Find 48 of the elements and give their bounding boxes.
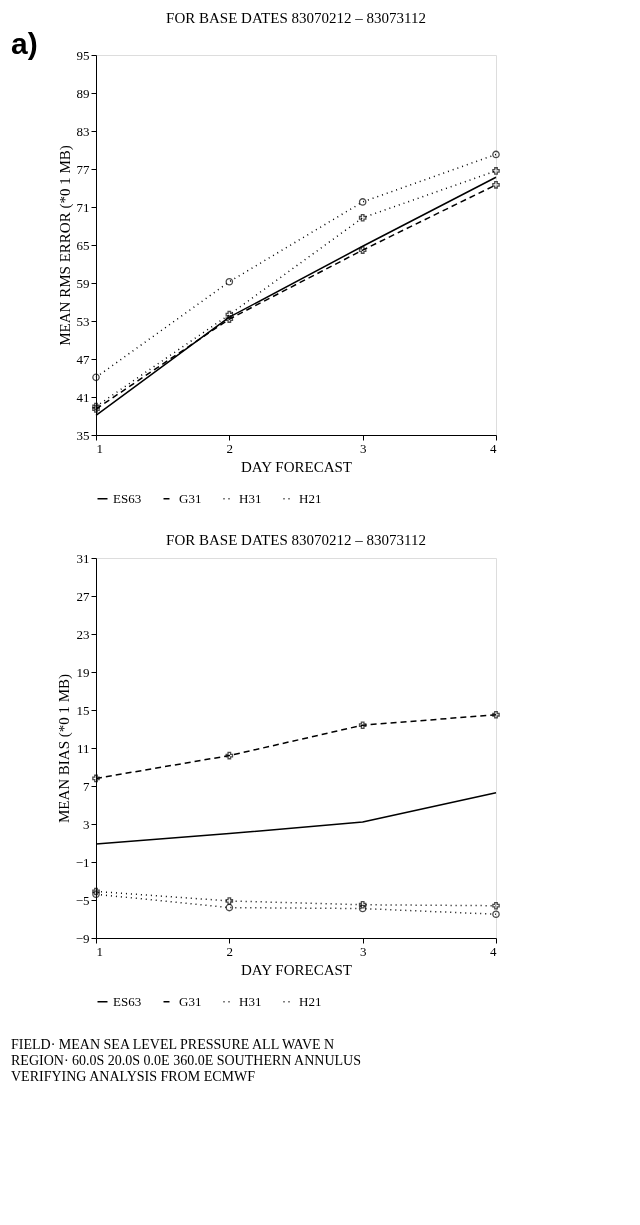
legend-label: G31 — [179, 993, 202, 1009]
y-tick-label: 41 — [76, 389, 90, 405]
y-tick-label: 83 — [76, 123, 90, 139]
x-tick-label: 1 — [96, 943, 103, 959]
y-tick-label: 77 — [76, 161, 90, 177]
x-tick-label: 2 — [226, 943, 234, 959]
y-tick-label: 23 — [76, 626, 90, 642]
text: FIELD· MEAN SEA LEVEL PRESSURE ALL WAVE N — [11, 1037, 335, 1052]
x-tick-label: 2 — [226, 440, 234, 456]
x-tick-label: 3 — [359, 440, 367, 456]
y-tick-label: 35 — [76, 427, 90, 443]
x-tick-label: 4 — [490, 440, 497, 456]
legend-label: H31 — [239, 490, 262, 506]
legend-label: H21 — [299, 993, 322, 1009]
legend-label: H21 — [299, 490, 322, 506]
x-tick-label: 3 — [359, 943, 367, 959]
x-tick-label: 1 — [96, 440, 103, 456]
y-tick-label: 89 — [76, 85, 90, 101]
y-tick-label: −5 — [75, 892, 90, 908]
y-axis-title: MEAN BIAS (*0 1 MB) — [55, 673, 73, 824]
text: a) — [11, 27, 38, 60]
legend-label: H31 — [239, 993, 262, 1009]
y-tick-label: 47 — [76, 351, 90, 367]
x-tick-label: 4 — [490, 943, 497, 959]
y-tick-label: 31 — [76, 550, 90, 566]
x-axis-title: DAY FORECAST — [241, 961, 352, 978]
y-tick-label: 53 — [76, 313, 90, 329]
y-tick-label: 59 — [76, 275, 90, 291]
text: VERIFYING ANALYSIS FROM ECMWF — [11, 1069, 256, 1084]
y-tick-label: 3 — [83, 816, 90, 832]
chart-title: FOR BASE DATES 83070212 – 83073112 — [166, 10, 426, 26]
y-tick-label: 65 — [76, 237, 90, 253]
chart-title: FOR BASE DATES 83070212 – 83073112 — [166, 532, 426, 548]
y-tick-label: 19 — [76, 664, 90, 680]
y-axis-title: MEAN RMS ERROR (*0 1 MB) — [56, 145, 74, 346]
y-tick-label: 71 — [76, 199, 90, 215]
text: REGION· 60.0S 20.0S 0.0E 360.0E SOUTHERN ANNULUS — [11, 1053, 362, 1068]
x-axis-title: DAY FORECAST — [241, 458, 352, 475]
y-tick-label: 11 — [76, 740, 90, 756]
y-tick-label: −1 — [75, 854, 90, 870]
y-tick-label: 95 — [76, 47, 90, 63]
y-tick-label: 15 — [76, 702, 90, 718]
y-tick-label: 7 — [83, 778, 90, 794]
y-tick-label: −9 — [75, 930, 90, 946]
legend-label: G31 — [179, 490, 202, 506]
legend-label: ES63 — [113, 993, 142, 1009]
legend-label: ES63 — [113, 490, 142, 506]
y-tick-label: 27 — [76, 588, 90, 604]
